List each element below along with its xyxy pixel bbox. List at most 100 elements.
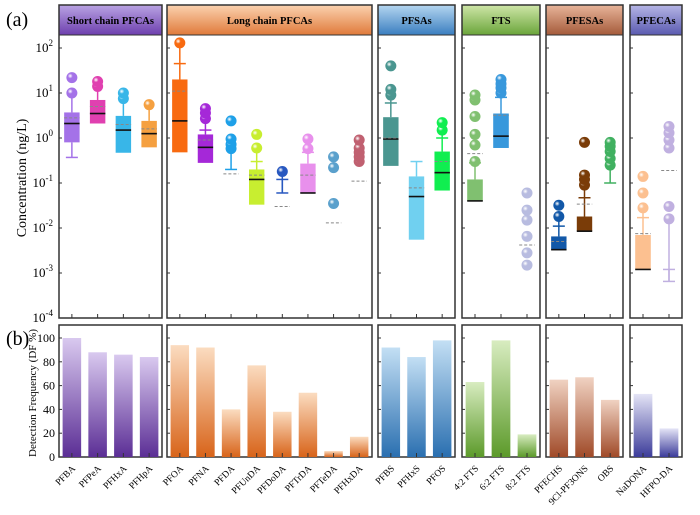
bar (88, 352, 107, 457)
x-tick-label: PFPeA (78, 464, 104, 490)
outlier-point (469, 139, 481, 151)
x-tick-label: PFOS (425, 464, 448, 487)
box-iqr (115, 115, 132, 153)
bar (349, 436, 369, 457)
box-iqr (300, 163, 316, 193)
box-pfhxda (351, 134, 367, 318)
outlier-point (436, 117, 448, 129)
x-tick-label: PFBA (54, 464, 78, 488)
bar (432, 340, 452, 457)
y-axis-label-concentration: Concentration (ng/L) (15, 118, 30, 237)
bar (170, 345, 190, 457)
outlier-point (663, 213, 675, 225)
y-tick-label: 100 (36, 128, 54, 145)
box-iqr (551, 236, 567, 250)
x-tick-label: 8:2 FTS (504, 464, 533, 493)
y-tick-label: 0 (49, 450, 55, 464)
box-iqr (493, 113, 509, 148)
y-axis-concentration: 102 101 100 10-1 10-2 10-3 10-4 (33, 38, 54, 325)
outlier-point (302, 143, 314, 155)
panel-frame-b (58, 324, 163, 458)
panel-header-title: FTS (491, 16, 510, 27)
bar (62, 338, 82, 457)
panel-header (167, 5, 372, 35)
box-iqr (249, 169, 265, 205)
x-tick-label: PFHxDA (333, 464, 366, 497)
outlier-point (385, 83, 397, 95)
panel-fts: FTS (461, 4, 541, 319)
box-iqr (64, 112, 80, 143)
outlier-point (353, 142, 365, 154)
x-tick-label: PFHpA (128, 464, 156, 492)
box-iqr (89, 99, 106, 124)
panel-frame-a (58, 4, 163, 319)
box-iqr (383, 117, 399, 166)
outlier-point (328, 162, 340, 174)
box-iqr (197, 134, 214, 163)
y-tick-label: 10-3 (33, 263, 54, 280)
bar (600, 399, 620, 457)
x-tick-label: 4:2 FTS (452, 464, 481, 493)
panel-header (630, 5, 682, 35)
y-tick-label: 102 (36, 38, 54, 55)
bar (196, 347, 215, 457)
panel-short-chain-pfcas: Short chain PFCAs (58, 4, 163, 319)
box-iqr (467, 179, 483, 201)
outlier-point (663, 121, 675, 133)
box-iqr (408, 176, 425, 240)
outlier-point (328, 151, 340, 163)
outlier-point (117, 87, 129, 99)
bar (575, 377, 594, 457)
x-tick-label: 6:2 FTS (478, 464, 507, 493)
bar (633, 393, 653, 457)
panel-long-chain-pfcas: Long chain PFCAs (166, 4, 373, 319)
outlier-point (579, 136, 590, 148)
bar (491, 340, 511, 457)
outlier-point (385, 60, 397, 72)
bar (549, 379, 569, 457)
box-hfpo-da (661, 121, 677, 318)
panel-header-title: Long chain PFCAs (227, 16, 312, 27)
outlier-point (663, 201, 675, 213)
bar (139, 357, 159, 457)
outlier-point (469, 128, 481, 140)
panel-frame-a (166, 4, 373, 319)
box-iqr (635, 234, 651, 270)
outlier-point (353, 134, 365, 146)
outlier-point (66, 72, 78, 84)
y-tick-label: 10-2 (33, 218, 54, 235)
box-nadona (635, 170, 651, 318)
outlier-point (521, 247, 533, 259)
outlier-point (637, 170, 649, 182)
x-tick-label: OBS (596, 464, 616, 484)
outlier-point (251, 128, 263, 140)
box-pfba (64, 72, 80, 318)
outlier-point (469, 111, 481, 123)
outlier-point (521, 259, 533, 271)
outlier-point (637, 187, 649, 199)
panel-frame-b (166, 324, 373, 458)
box-iqr (576, 216, 593, 232)
y-tick-label: 10-1 (33, 173, 54, 190)
panel-pfesas: PFESAs (545, 4, 624, 319)
outlier-point (469, 89, 481, 101)
bar (298, 392, 318, 457)
outlier-point (521, 204, 533, 216)
box-obs (604, 136, 617, 318)
bar (273, 411, 292, 457)
box-pfna (197, 103, 214, 318)
outlier-point (174, 37, 186, 49)
y-tick-label: 60 (43, 379, 55, 393)
box-pftrda (300, 133, 316, 318)
outlier-point (251, 142, 263, 154)
outlier-point (199, 103, 211, 115)
box-pfunda (249, 128, 265, 318)
x-tick-label: PFHxS (396, 464, 422, 490)
outlier-point (225, 133, 237, 145)
x-tick-label: PFDoDA (256, 464, 289, 497)
box-pfhpa (141, 99, 157, 318)
box-9cl-pf3ons (576, 136, 593, 318)
